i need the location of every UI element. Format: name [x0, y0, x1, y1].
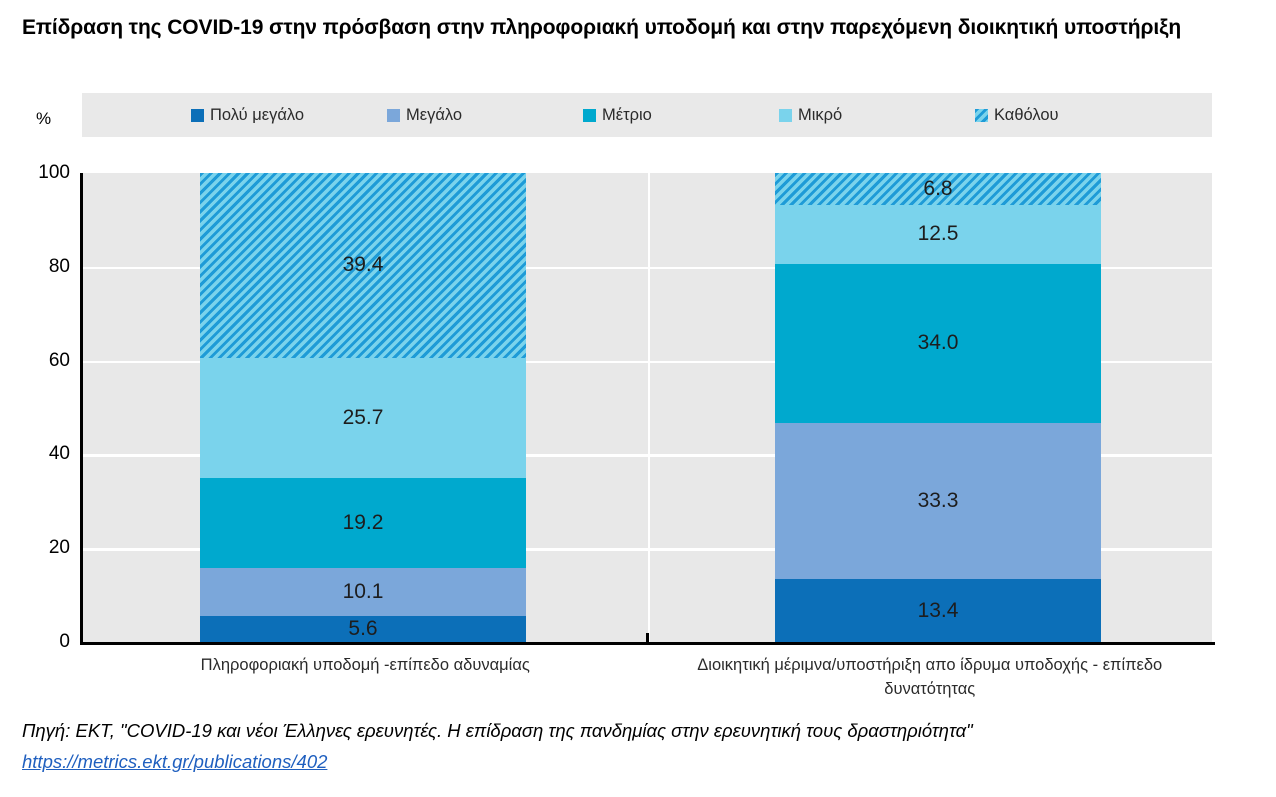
- y-tick-label: 60: [48, 350, 70, 371]
- x-axis-tick: [646, 633, 649, 643]
- bar-value-label: 34.0: [917, 331, 959, 355]
- bar-segment-metrio[interactable]: 34.0: [775, 263, 1101, 423]
- y-tick-label: 100: [38, 162, 70, 183]
- plot-area: 39.4 25.7 19.2 10.1 5.6 6.8: [83, 173, 1212, 642]
- x-axis-line: [80, 642, 1215, 645]
- bar-value-label: 12.5: [917, 222, 959, 246]
- legend-swatch-hatch-icon: [975, 108, 988, 122]
- page-title: Επίδραση της COVID-19 στην πρόσβαση στην…: [22, 16, 1182, 39]
- x-category-label-0: Πληροφοριακή υποδομή -επίπεδο αδυναμίας: [200, 656, 530, 674]
- source-link[interactable]: https://metrics.ekt.gr/publications/402: [22, 751, 328, 772]
- legend-item-mikro[interactable]: Μικρό: [745, 106, 941, 125]
- chart-container: Πολύ μεγάλο Μεγάλο Μέτριο Μικρό Καθόλου …: [0, 85, 1276, 710]
- bar-value-label: 13.4: [917, 598, 959, 622]
- legend-item-poli-megalo[interactable]: Πολύ μεγάλο: [157, 106, 353, 125]
- bar-value-label: 33.3: [917, 489, 959, 513]
- legend-swatch-icon: [779, 108, 792, 122]
- legend-item-label: Καθόλου: [994, 105, 1059, 124]
- source-note-text: Πηγή: ΕΚΤ, "COVID-19 και νέοι Έλληνες ερ…: [22, 720, 973, 741]
- chart-legend: Πολύ μεγάλο Μεγάλο Μέτριο Μικρό Καθόλου: [82, 93, 1212, 137]
- bar-segment-metrio[interactable]: 19.2: [200, 478, 526, 569]
- bar-stack-category-0: 39.4 25.7 19.2 10.1 5.6: [200, 173, 526, 642]
- y-tick-label: 80: [48, 256, 70, 277]
- category-divider: [647, 173, 650, 642]
- bar-stack-category-1: 6.8 12.5 34.0 33.3 13.4: [775, 173, 1101, 642]
- bar-value-label: 10.1: [342, 580, 384, 604]
- x-category-label-1: Διοικητική μέριμνα/υποστήριξη απο ίδρυμα…: [697, 656, 1163, 698]
- y-axis-labels: 0 20 40 60 80 100: [8, 85, 70, 710]
- legend-item-label: Μικρό: [798, 105, 843, 124]
- bar-value-label: 19.2: [342, 511, 384, 535]
- source-note: Πηγή: ΕΚΤ, "COVID-19 και νέοι Έλληνες ερ…: [22, 715, 1212, 777]
- legend-item-metrio[interactable]: Μέτριο: [549, 106, 745, 125]
- legend-swatch-icon: [387, 108, 400, 122]
- y-tick-label: 20: [48, 537, 70, 558]
- legend-item-label: Μεγάλο: [406, 105, 463, 124]
- bar-segment-mikro[interactable]: 25.7: [200, 357, 526, 479]
- legend-item-megalo[interactable]: Μεγάλο: [353, 106, 549, 125]
- bar-value-label: 6.8: [923, 176, 953, 200]
- legend-item-label: Πολύ μεγάλο: [210, 105, 305, 124]
- y-tick-label: 0: [59, 631, 70, 652]
- legend-item-katholou[interactable]: Καθόλου: [941, 106, 1137, 125]
- bar-value-label: 5.6: [348, 616, 378, 640]
- y-axis-line: [80, 173, 83, 643]
- bar-value-label: 25.7: [342, 406, 384, 430]
- bar-segment-katholou[interactable]: 39.4: [200, 173, 526, 358]
- bar-segment-megalo[interactable]: 10.1: [200, 568, 526, 616]
- legend-swatch-icon: [583, 108, 596, 122]
- y-tick-label: 40: [48, 443, 70, 464]
- legend-swatch-icon: [191, 108, 204, 122]
- bar-segment-poli-megalo[interactable]: 13.4: [775, 579, 1101, 642]
- legend-item-label: Μέτριο: [602, 105, 652, 124]
- y-axis-unit-label: %: [36, 109, 52, 128]
- bar-segment-megalo[interactable]: 33.3: [775, 423, 1101, 580]
- bar-value-label: 39.4: [342, 253, 384, 277]
- x-axis-labels: Πληροφοριακή υποδομή -επίπεδο αδυναμίας …: [83, 647, 1212, 709]
- bar-segment-poli-megalo[interactable]: 5.6: [200, 615, 526, 642]
- bar-segment-mikro[interactable]: 12.5: [775, 204, 1101, 264]
- bar-segment-katholou[interactable]: 6.8: [775, 173, 1101, 205]
